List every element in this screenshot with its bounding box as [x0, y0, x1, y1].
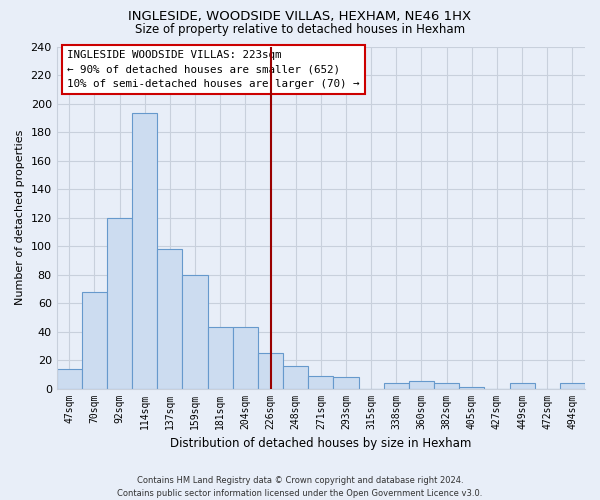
Y-axis label: Number of detached properties: Number of detached properties: [15, 130, 25, 305]
Bar: [384, 383, 409, 388]
Text: INGLESIDE, WOODSIDE VILLAS, HEXHAM, NE46 1HX: INGLESIDE, WOODSIDE VILLAS, HEXHAM, NE46…: [128, 10, 472, 23]
Bar: [459, 387, 484, 388]
X-axis label: Distribution of detached houses by size in Hexham: Distribution of detached houses by size …: [170, 437, 472, 450]
Bar: [82, 292, 107, 388]
Text: Contains HM Land Registry data © Crown copyright and database right 2024.
Contai: Contains HM Land Registry data © Crown c…: [118, 476, 482, 498]
Bar: [409, 382, 434, 388]
Bar: [56, 368, 82, 388]
Bar: [334, 377, 359, 388]
Bar: [182, 274, 208, 388]
Bar: [434, 383, 459, 388]
Bar: [560, 383, 585, 388]
Bar: [157, 249, 182, 388]
Bar: [107, 218, 132, 388]
Bar: [132, 114, 157, 388]
Bar: [208, 328, 233, 388]
Bar: [283, 366, 308, 388]
Bar: [258, 353, 283, 388]
Text: Size of property relative to detached houses in Hexham: Size of property relative to detached ho…: [135, 22, 465, 36]
Bar: [509, 383, 535, 388]
Bar: [308, 376, 334, 388]
Bar: [233, 328, 258, 388]
Text: INGLESIDE WOODSIDE VILLAS: 223sqm
← 90% of detached houses are smaller (652)
10%: INGLESIDE WOODSIDE VILLAS: 223sqm ← 90% …: [67, 50, 360, 88]
